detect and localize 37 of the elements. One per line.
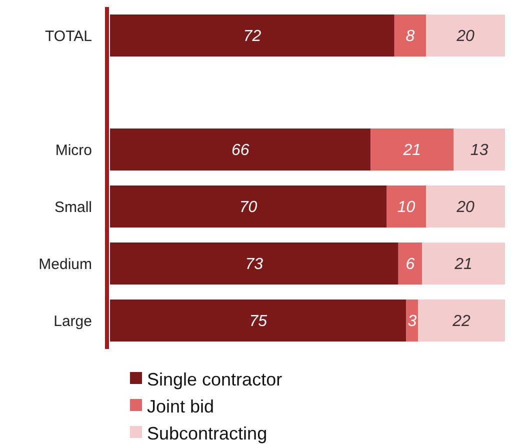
data-label: 70 [239, 199, 258, 216]
bar [426, 186, 505, 228]
data-label: 3 [408, 313, 417, 330]
bar [370, 128, 454, 170]
y-tick-label: Micro [55, 142, 92, 159]
data-label: 21 [454, 256, 472, 274]
legend-label: Single contractor [147, 369, 282, 390]
bar [110, 14, 394, 56]
data-label: 72 [243, 28, 262, 46]
bar [386, 186, 426, 228]
data-label: 20 [456, 28, 474, 46]
bar [418, 300, 505, 342]
data-label: 8 [406, 28, 415, 46]
bar [110, 186, 386, 228]
data-label: 13 [470, 142, 488, 160]
legend-label: Joint bid [147, 396, 214, 416]
data-label: 10 [397, 199, 416, 216]
bar [426, 14, 505, 56]
y-tick-label: TOTAL [45, 28, 92, 45]
data-label: 66 [231, 142, 250, 160]
bar [454, 128, 505, 170]
data-label: 75 [249, 313, 268, 330]
legend-label: Subcontracting [147, 423, 268, 444]
y-tick-label: Large [54, 312, 92, 330]
bar [110, 300, 406, 342]
bar [110, 242, 398, 284]
data-label: 20 [456, 199, 474, 216]
data-label: 6 [406, 256, 415, 274]
bar [394, 14, 426, 56]
data-label: 22 [452, 313, 471, 330]
data-label: 21 [402, 142, 422, 160]
y-tick-label: Medium [38, 256, 92, 273]
bar [110, 128, 371, 170]
y-tick-label: Small [54, 198, 92, 216]
data-label: 73 [245, 256, 264, 274]
bar [398, 242, 422, 284]
bar [422, 242, 505, 284]
